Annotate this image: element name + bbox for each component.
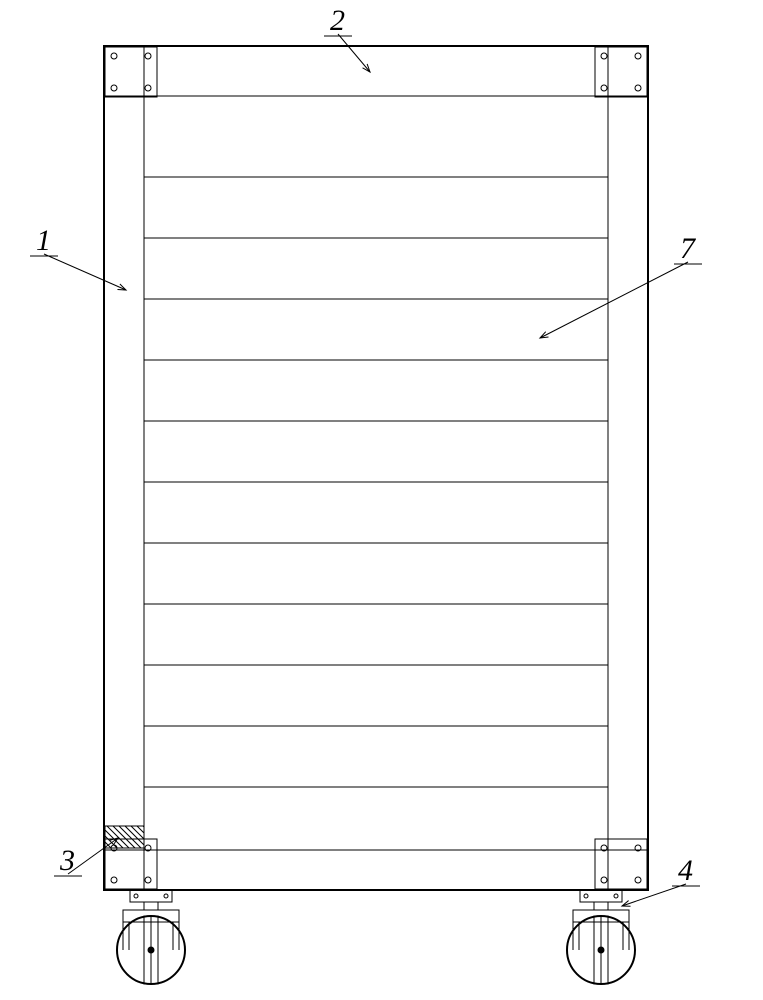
leader-line	[338, 34, 370, 72]
slat-panel	[144, 177, 608, 787]
hatch-line	[119, 826, 141, 848]
leader-line	[622, 884, 686, 906]
bolt-icon	[601, 85, 607, 91]
axle-icon	[598, 947, 604, 953]
leader-line	[540, 262, 688, 338]
caster	[117, 890, 185, 984]
corner-plate	[105, 839, 157, 889]
callout-label: 4	[678, 854, 693, 887]
plate-outline	[105, 47, 157, 97]
hatch-line	[143, 826, 144, 827]
plate-outline	[595, 839, 647, 889]
plate-outline	[595, 47, 647, 97]
bolt-icon	[635, 85, 641, 91]
leader-line	[68, 838, 118, 874]
callout-label: 1	[36, 224, 51, 257]
plate-outline	[105, 839, 157, 889]
callout: 3	[54, 838, 118, 877]
caster-mount	[580, 890, 622, 902]
callout-label: 3	[59, 844, 75, 877]
bolt-icon	[145, 53, 151, 59]
corner-plate	[595, 839, 647, 889]
bolt-icon	[601, 877, 607, 883]
bolt-icon	[134, 894, 138, 898]
casters	[117, 890, 635, 984]
bolt-icon	[635, 53, 641, 59]
outer-border	[104, 46, 648, 890]
callout-label: 7	[680, 232, 697, 265]
corner-plate	[595, 47, 647, 97]
leader-line	[44, 254, 126, 290]
axle-icon	[148, 947, 154, 953]
hatch-line	[113, 826, 135, 848]
caster-stem	[594, 902, 608, 910]
bolt-icon	[164, 894, 168, 898]
hatch-line	[107, 826, 129, 848]
caster-mount	[130, 890, 172, 902]
bolt-icon	[614, 894, 618, 898]
callout-label: 2	[330, 4, 345, 37]
bolt-icon	[145, 877, 151, 883]
caster-stem	[144, 902, 158, 910]
hatch-line	[131, 826, 144, 839]
hatch-line	[137, 826, 144, 833]
callout: 7	[540, 232, 702, 338]
corner-plates	[105, 47, 647, 889]
bolt-icon	[111, 53, 117, 59]
bolt-icon	[635, 877, 641, 883]
bolt-icon	[601, 53, 607, 59]
callouts: 1 2 3 4 7	[30, 4, 702, 906]
callout: 2	[324, 4, 370, 72]
bolt-icon	[111, 877, 117, 883]
frame	[104, 46, 648, 890]
foot-plate	[105, 826, 144, 848]
bolt-icon	[584, 894, 588, 898]
corner-plate	[105, 47, 157, 97]
bolt-icon	[145, 85, 151, 91]
callout: 4	[622, 854, 700, 906]
bolt-icon	[111, 85, 117, 91]
callout: 1	[30, 224, 126, 290]
